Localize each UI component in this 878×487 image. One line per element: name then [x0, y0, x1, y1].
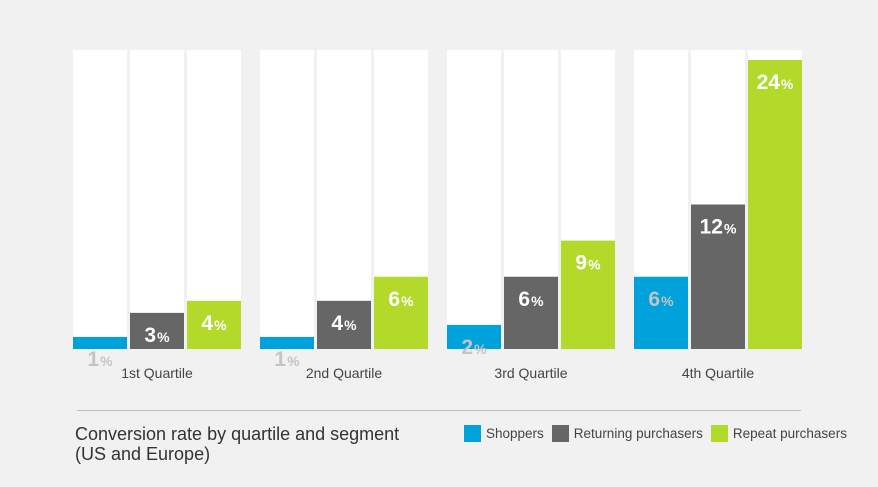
- bar-repeat-purchasers-4: [748, 60, 802, 349]
- bar-shoppers-1: [73, 337, 127, 349]
- bar-shoppers-4: [634, 277, 688, 349]
- chart-title-line-1: Conversion rate by quartile and segment: [75, 424, 455, 444]
- data-label-shoppers-1: 1%: [87, 348, 113, 371]
- legend-swatch-returning-purchasers: [552, 425, 569, 442]
- legend-item-shoppers: Shoppers: [464, 425, 544, 442]
- bar-returning-purchasers-3: [504, 277, 558, 349]
- data-label-shoppers-2: 1%: [274, 348, 300, 371]
- legend-item-returning-purchasers: Returning purchasers: [552, 425, 703, 442]
- divider: [77, 410, 801, 411]
- legend-label-repeat-purchasers: Repeat purchasers: [733, 426, 847, 441]
- category-label-4th-quartile: 4th Quartile: [682, 365, 755, 381]
- bar-track-shoppers-1: [73, 50, 127, 349]
- legend-swatch-shoppers: [464, 425, 481, 442]
- category-label-3rd-quartile: 3rd Quartile: [494, 365, 567, 381]
- bar-repeat-purchasers-2: [374, 277, 428, 349]
- category-label-1st-quartile: 1st Quartile: [121, 365, 193, 381]
- legend-swatch-repeat-purchasers: [711, 425, 728, 442]
- legend-item-repeat-purchasers: Repeat purchasers: [711, 425, 847, 442]
- bar-track-shoppers-2: [260, 50, 314, 349]
- bar-track-shoppers-3: [447, 50, 501, 349]
- legend-label-shoppers: Shoppers: [486, 426, 544, 441]
- legend: Shoppers Returning purchasers Repeat pur…: [464, 425, 855, 442]
- legend-label-returning-purchasers: Returning purchasers: [574, 426, 703, 441]
- category-label-2nd-quartile: 2nd Quartile: [306, 365, 382, 381]
- bar-track-returning-purchasers-1: [130, 50, 184, 349]
- bar-shoppers-2: [260, 337, 314, 349]
- chart-title-line-2: (US and Europe): [75, 444, 455, 464]
- chart-title: Conversion rate by quartile and segment …: [75, 424, 455, 464]
